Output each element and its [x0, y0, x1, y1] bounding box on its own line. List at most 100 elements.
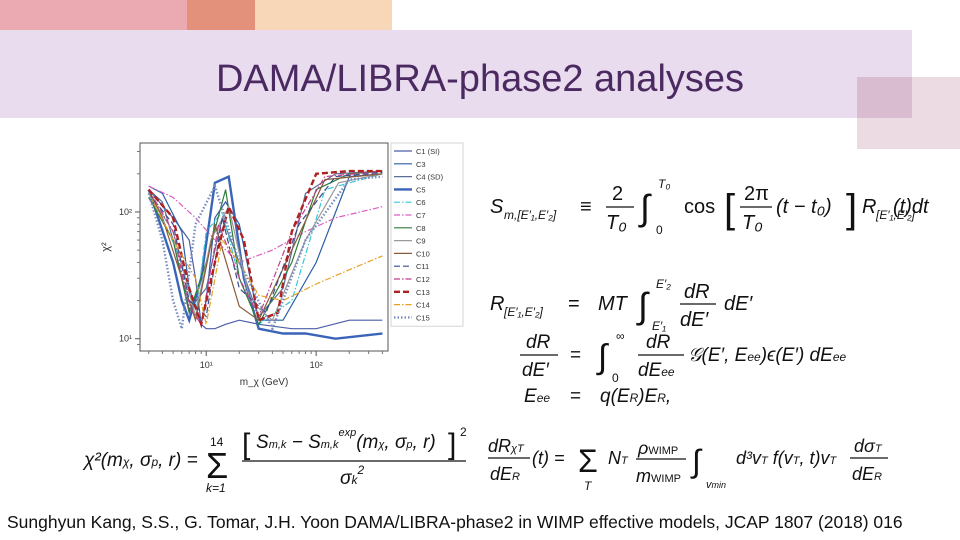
- svg-text:14: 14: [210, 435, 224, 449]
- equation-wimp-rate: dRχT dER (t) = Σ T NT ρWIMP mWIMP ∫ vmin…: [488, 436, 888, 493]
- legend-label: C13: [416, 288, 430, 297]
- svg-text:k=1: k=1: [206, 481, 226, 495]
- svg-text:[E′₁,E′₂]: [E′₁,E′₂]: [875, 208, 916, 222]
- series-line-c13: [147, 169, 383, 329]
- legend-label: C4 (SD): [416, 173, 444, 182]
- svg-text:2: 2: [460, 425, 467, 439]
- y-tick-label: 10²: [119, 207, 132, 217]
- equation-modulation-amplitude: S m,[E′₁,E′₂] ≡ 2 T₀ ∫ T₀ 0 cos [ 2π T₀ …: [490, 177, 930, 237]
- svg-text:E′₁: E′₁: [652, 319, 666, 333]
- svg-text:∞: ∞: [616, 329, 625, 343]
- svg-text:m,[E′₁,E′₂]: m,[E′₁,E′₂]: [504, 208, 557, 222]
- y-tick-label: 10¹: [119, 334, 132, 344]
- x-axis-label: m_χ (GeV): [240, 377, 289, 388]
- svg-text:E′₂: E′₂: [656, 277, 671, 291]
- y-axis-label: χ²: [100, 242, 112, 252]
- svg-text:Σ: Σ: [578, 443, 598, 479]
- series-line-c11: [148, 171, 383, 318]
- svg-text:dEee: dEee: [638, 360, 675, 381]
- svg-text:∫: ∫: [636, 285, 650, 326]
- series-line-c9: [148, 173, 383, 322]
- legend-label: C7: [416, 211, 426, 220]
- svg-text:dR: dR: [646, 332, 671, 353]
- svg-text:0: 0: [656, 223, 663, 237]
- svg-text:NT: NT: [608, 448, 629, 468]
- svg-text:dR: dR: [684, 281, 710, 303]
- x-tick-label: 10²: [310, 360, 323, 370]
- legend-label: C9: [416, 237, 426, 246]
- svg-text:=: =: [568, 293, 580, 315]
- legend-label: C6: [416, 198, 426, 207]
- svg-text:MT: MT: [598, 293, 629, 315]
- svg-text:dE′: dE′: [680, 309, 709, 331]
- citation-text: Sunghyun Kang, S.S., G. Tomar, J.H. Yoon…: [7, 512, 903, 532]
- equation-differential-rate: dR dE′ = ∫ ∞ 0 dR dEee 𝒢(E′, Eee)ϵ(E′) d…: [520, 329, 846, 385]
- svg-text:mWIMP: mWIMP: [636, 466, 681, 486]
- series-line-c1: [148, 189, 383, 330]
- svg-text:dER: dER: [490, 464, 520, 484]
- equation-chi-square: χ²(mχ, σp, r) = 14 Σ k=1 [ Sm,k − Sm,kex…: [82, 425, 467, 495]
- legend-label: C14: [416, 301, 430, 310]
- svg-text:dRχT: dRχT: [488, 436, 525, 456]
- legend-label: C12: [416, 275, 430, 284]
- svg-text:=: =: [570, 386, 581, 407]
- svg-text:[E′₁,E′₂]: [E′₁,E′₂]: [503, 305, 544, 319]
- svg-text:χ²(mχ, σp, r) =: χ²(mχ, σp, r) =: [82, 450, 198, 471]
- legend-label: C8: [416, 224, 426, 233]
- svg-text:∫: ∫: [690, 443, 703, 479]
- title-band: [0, 30, 912, 118]
- svg-text:≡: ≡: [580, 196, 592, 218]
- equation-energy-quenching: Eee = q(ER)ER,: [524, 386, 671, 407]
- svg-text:dE′: dE′: [522, 360, 550, 381]
- legend-label: C3: [416, 160, 426, 169]
- series-line-c12: [148, 170, 383, 326]
- series-line-c6: [148, 173, 383, 326]
- legend-label: C15: [416, 313, 430, 322]
- svg-text:q(ER)ER,: q(ER)ER,: [600, 386, 671, 407]
- chi2-vs-mass-chart: 10¹ 10² 10¹ 10² m_χ (GeV) χ² C1 (SI) C3 C4 (SD) C…: [100, 142, 464, 388]
- svg-text:(t)dt: (t)dt: [893, 196, 930, 218]
- svg-text:T: T: [584, 479, 593, 493]
- svg-text:T₀: T₀: [658, 177, 670, 191]
- svg-text:dER: dER: [852, 464, 882, 484]
- series-line-c15: [147, 175, 383, 332]
- series-line-c5: [147, 174, 383, 340]
- svg-text:[: [: [724, 187, 735, 231]
- svg-text:S: S: [490, 196, 504, 218]
- svg-text:d³vT f(vT, t)vT: d³vT f(vT, t)vT: [736, 448, 837, 468]
- svg-text:0: 0: [612, 371, 619, 385]
- svg-text:vmin: vmin: [706, 479, 726, 491]
- legend-box: [390, 142, 464, 327]
- svg-text:]: ]: [448, 428, 456, 461]
- svg-text:dR: dR: [526, 332, 551, 353]
- svg-text:dσT: dσT: [854, 436, 883, 456]
- slide-title: DAMA/LIBRA-phase2 analyses: [215, 58, 745, 100]
- corner-accent-inner: [857, 77, 912, 118]
- svg-text:R: R: [490, 293, 504, 315]
- legend-label: C1 (SI): [416, 147, 440, 156]
- svg-text:T₀: T₀: [742, 212, 763, 234]
- svg-text:dE′: dE′: [724, 293, 753, 315]
- svg-text:Σ: Σ: [206, 445, 228, 486]
- svg-text:∫: ∫: [596, 338, 609, 376]
- svg-text:[: [: [242, 428, 251, 461]
- svg-text:𝒢(E′, Eee)ϵ(E′) dEee: 𝒢(E′, Eee)ϵ(E′) dEee: [688, 345, 846, 366]
- svg-text:Sm,k − Sm,kexp(mχ, σp, r): Sm,k − Sm,kexp(mχ, σp, r): [256, 427, 436, 453]
- svg-text:=: =: [570, 345, 581, 366]
- svg-text:2π: 2π: [744, 183, 769, 205]
- equation-rate-integral: R [E′₁,E′₂] = MT ∫ E′₂ E′₁ dR dE′ dE′: [490, 277, 753, 333]
- svg-text:(t) =: (t) =: [532, 448, 565, 468]
- svg-text:T₀: T₀: [606, 212, 627, 234]
- svg-text:cos: cos: [684, 196, 715, 218]
- svg-text:]: ]: [846, 187, 857, 231]
- svg-text:R: R: [862, 196, 876, 218]
- svg-text:∫: ∫: [638, 187, 652, 228]
- svg-text:(t − t₀): (t − t₀): [776, 196, 832, 218]
- legend-label: C10: [416, 249, 430, 258]
- svg-text:2: 2: [612, 183, 623, 205]
- svg-text:ρWIMP: ρWIMP: [637, 438, 678, 458]
- svg-text:σk2: σk2: [340, 463, 364, 489]
- legend-label: C11: [416, 262, 429, 271]
- legend-label: C5: [416, 185, 426, 194]
- x-tick-label: 10¹: [200, 360, 213, 370]
